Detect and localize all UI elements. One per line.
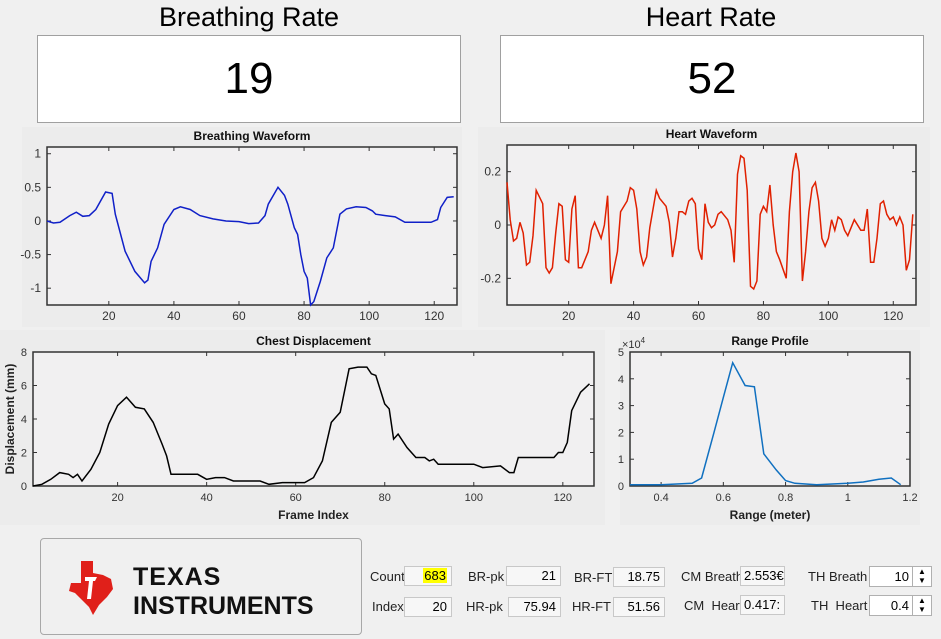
heart-axes <box>506 144 917 306</box>
x-tick-label: 0.4 <box>653 492 668 504</box>
br-pk-field[interactable]: 21 <box>506 566 561 586</box>
th-heart-label: TH Heart <box>811 598 868 613</box>
y-tick-label: 4 <box>618 374 624 386</box>
y-tick-label: -1 <box>30 281 41 295</box>
x-tick-label: 20 <box>111 492 123 504</box>
x-tick-label: 60 <box>692 309 706 323</box>
x-tick-label: 40 <box>627 309 641 323</box>
breath-axes <box>46 146 458 306</box>
exponent-power: 4 <box>641 336 646 345</box>
ti-logo-line2: Instruments <box>133 592 314 620</box>
x-tick-label: 100 <box>359 309 379 323</box>
cm-breath-field[interactable]: 2.553€ <box>740 566 785 586</box>
range-chart: Range Profile 0.4 0.6 0.8 1 1.2 0 1 2 3 4 5 Range (m… <box>618 330 920 525</box>
x-tick-label: 80 <box>757 309 771 323</box>
range-exponent: ×104 <box>622 336 646 351</box>
x-tick-label: 60 <box>290 492 302 504</box>
x-tick-label: 120 <box>424 309 444 323</box>
spinner-arrows-icon[interactable]: ▲ ▼ <box>912 567 931 586</box>
heart-chart: Heart Waveform 20 40 60 80 100 120 0.2 0 -0.2 <box>478 127 930 327</box>
hr-ft-field[interactable]: 51.56 <box>613 597 665 617</box>
y-tick-label: 3 <box>618 401 624 413</box>
x-tick-label: 40 <box>201 492 213 504</box>
y-tick-label: 0 <box>21 481 27 493</box>
cm-breath-label: CM Breath <box>681 569 744 584</box>
x-tick-label: 1.2 <box>902 492 917 504</box>
y-tick-label: -0.2 <box>480 271 501 285</box>
y-tick-label: 0.2 <box>484 165 501 179</box>
range-axes <box>629 351 911 487</box>
x-tick-label: 80 <box>297 309 311 323</box>
y-tick-label: 0 <box>618 481 624 493</box>
heart-rate-value: 52 <box>500 35 924 123</box>
y-tick-label: 1 <box>618 454 624 466</box>
chest-axes <box>32 351 595 487</box>
th-breath-label: TH Breath <box>808 569 868 584</box>
y-tick-label: 0 <box>494 218 501 232</box>
range-title: Range Profile <box>731 334 809 348</box>
y-tick-label: -0.5 <box>20 248 41 262</box>
y-tick-label: 8 <box>21 347 27 359</box>
chest-series-line <box>32 366 591 487</box>
y-tick-label: 4 <box>21 414 27 426</box>
ti-logo-line1: Texas <box>133 563 221 591</box>
x-tick-label: 40 <box>167 309 181 323</box>
x-tick-label: 120 <box>554 492 572 504</box>
heart-title: Heart Waveform <box>666 127 758 141</box>
hr-ft-label: HR-FT <box>572 599 611 614</box>
x-tick-label: 0.8 <box>778 492 793 504</box>
y-tick-label: 2 <box>21 448 27 460</box>
chest-chart: Chest Displacement 20 40 60 80 100 120 0 2 4 6 8 Fra… <box>0 330 605 525</box>
exponent-base: ×10 <box>622 339 641 351</box>
y-tick-label: 0.5 <box>24 180 41 194</box>
y-tick-label: 2 <box>618 427 624 439</box>
x-tick-label: 100 <box>818 309 838 323</box>
br-ft-label: BR-FT <box>574 570 613 585</box>
breath-title: Breathing Waveform <box>194 129 311 143</box>
th-heart-value: 0.4 <box>890 598 909 613</box>
br-pk-label: BR-pk <box>468 569 505 584</box>
spinner-arrows-icon[interactable]: ▲ ▼ <box>912 596 931 615</box>
range-xlabel: Range (meter) <box>730 508 811 522</box>
chest-title: Chest Displacement <box>256 334 371 348</box>
x-tick-label: 20 <box>562 309 576 323</box>
hr-pk-field[interactable]: 75.94 <box>508 597 561 617</box>
breathing-rate-title: Breathing Rate <box>158 2 340 32</box>
y-tick-label: 0 <box>34 214 41 228</box>
count-field[interactable]: 683 <box>404 566 452 586</box>
y-tick-label: 1 <box>34 147 41 161</box>
y-tick-label: 5 <box>618 347 624 359</box>
x-tick-label: 60 <box>232 309 246 323</box>
x-tick-label: 80 <box>379 492 391 504</box>
x-tick-label: 100 <box>465 492 483 504</box>
breath-chart: Breathing Waveform 20 40 60 80 100 120 1 0.5 0 -0.… <box>20 127 462 327</box>
th-breath-value: 10 <box>894 569 909 584</box>
x-tick-label: 20 <box>102 309 116 323</box>
ti-logo-panel: Texas Instruments <box>40 538 362 635</box>
chest-xlabel: Frame Index <box>278 508 349 522</box>
heart-series-line <box>506 152 914 291</box>
range-series-line <box>630 360 902 486</box>
breathing-rate-value: 19 <box>37 35 461 123</box>
index-field[interactable]: 20 <box>404 597 452 617</box>
br-ft-field[interactable]: 18.75 <box>613 567 665 587</box>
count-label: Count <box>370 569 405 584</box>
th-breath-spinner[interactable]: 10 ▲ ▼ <box>869 566 932 587</box>
x-tick-label: 0.6 <box>716 492 731 504</box>
th-heart-spinner[interactable]: 0.4 ▲ ▼ <box>869 595 932 616</box>
index-label: Index <box>372 599 404 614</box>
breath-series-line <box>46 185 454 307</box>
count-value: 683 <box>423 568 447 583</box>
cm-heart-field[interactable]: 0.417: <box>740 595 785 615</box>
x-tick-label: 1 <box>845 492 851 504</box>
cm-heart-label: CM Heart <box>684 598 744 613</box>
hr-pk-label: HR-pk <box>466 599 503 614</box>
x-tick-label: 120 <box>883 309 903 323</box>
ti-logo: Texas Instruments <box>69 561 314 620</box>
chest-ylabel: Displacement (mm) <box>3 364 17 475</box>
heart-rate-title: Heart Rate <box>645 2 777 32</box>
y-tick-label: 6 <box>21 381 27 393</box>
